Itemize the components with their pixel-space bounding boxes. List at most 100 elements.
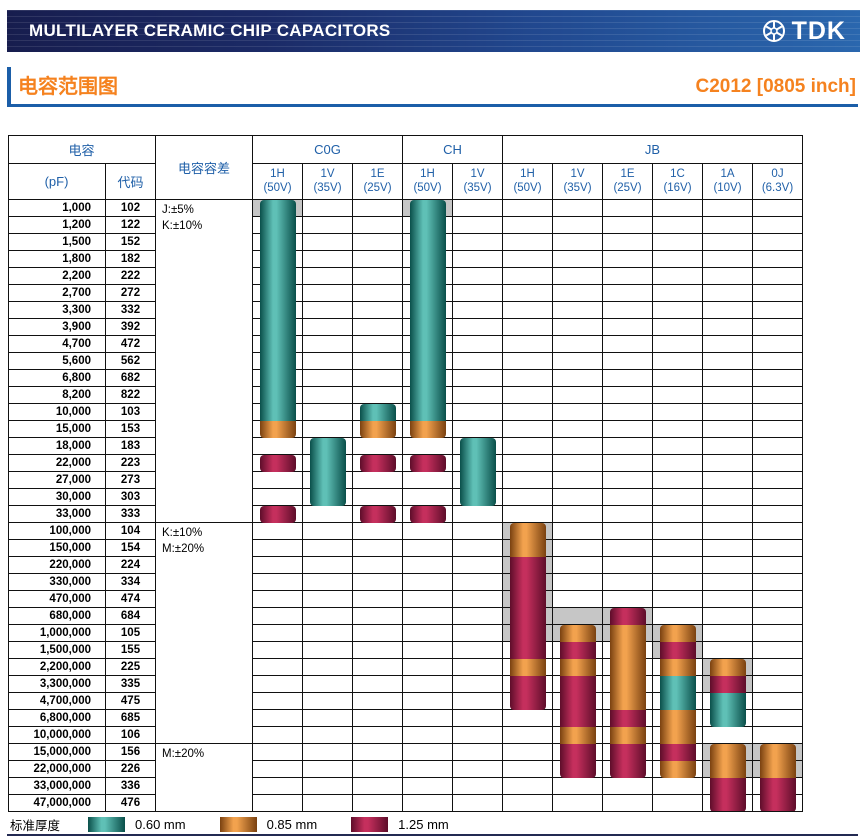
row-code: 102 bbox=[106, 200, 156, 217]
row-pf: 10,000 bbox=[8, 404, 106, 421]
bar-segment-0.60mm bbox=[260, 200, 296, 421]
capacitance-range-chart: 电容 (pF) 代码 电容容差 C0G CH JB 1H (50V) 1V (35V) 1E (25V)… bbox=[8, 135, 803, 812]
legend-item: 0.60 mm bbox=[88, 816, 186, 832]
row-code: 334 bbox=[106, 574, 156, 591]
row-code: 562 bbox=[106, 353, 156, 370]
row-code: 475 bbox=[106, 693, 156, 710]
page-title: MULTILAYER CERAMIC CHIP CAPACITORS bbox=[29, 21, 391, 40]
bar-segment-0.85mm bbox=[360, 421, 396, 438]
range-bar bbox=[760, 744, 796, 812]
row-code: 104 bbox=[106, 523, 156, 540]
bar-segment-1.25mm bbox=[610, 710, 646, 727]
range-bar bbox=[410, 506, 446, 523]
bar-segment-1.25mm bbox=[560, 642, 596, 659]
bar-segment-0.85mm bbox=[260, 421, 296, 438]
bar-segment-1.25mm bbox=[660, 744, 696, 761]
row-pf: 22,000,000 bbox=[8, 761, 106, 778]
row-code: 335 bbox=[106, 676, 156, 693]
range-bar bbox=[460, 438, 496, 506]
row-code: 103 bbox=[106, 404, 156, 421]
row-pf: 6,800,000 bbox=[8, 710, 106, 727]
header-col-JB-1V: 1V (35V) bbox=[553, 164, 603, 200]
bar-segment-0.85mm bbox=[660, 710, 696, 744]
row-code: 156 bbox=[106, 744, 156, 761]
row-code: 106 bbox=[106, 727, 156, 744]
row-pf: 1,500,000 bbox=[8, 642, 106, 659]
row-pf: 470,000 bbox=[8, 591, 106, 608]
legend-item-label: 0.60 mm bbox=[135, 816, 186, 832]
bar-segment-0.85mm bbox=[710, 659, 746, 676]
row-code: 222 bbox=[106, 268, 156, 285]
row-pf: 2,200 bbox=[8, 268, 106, 285]
bar-segment-1.25mm bbox=[560, 744, 596, 778]
range-bar bbox=[360, 455, 396, 472]
bar-segment-1.25mm bbox=[410, 506, 446, 523]
row-pf: 1,000 bbox=[8, 200, 106, 217]
header-pf-unit: (pF) bbox=[8, 164, 106, 200]
bar-segment-1.25mm bbox=[410, 455, 446, 472]
bar-segment-0.60mm bbox=[460, 438, 496, 506]
row-pf: 2,200,000 bbox=[8, 659, 106, 676]
row-code: 333 bbox=[106, 506, 156, 523]
bar-segment-1.25mm bbox=[510, 557, 546, 659]
legend-title: 标准厚度 bbox=[10, 818, 61, 833]
bar-segment-1.25mm bbox=[760, 778, 796, 812]
app-header: MULTILAYER CERAMIC CHIP CAPACITORS TDK bbox=[7, 10, 860, 52]
row-code: 224 bbox=[106, 557, 156, 574]
row-pf: 18,000 bbox=[8, 438, 106, 455]
row-code: 685 bbox=[106, 710, 156, 727]
row-code: 183 bbox=[106, 438, 156, 455]
tolerance-section-2: K:±10% M:±20% bbox=[156, 523, 253, 744]
thickness-legend: 标准厚度 0.60 mm 0.85 mm 1.25 mm bbox=[10, 814, 483, 834]
range-bar bbox=[710, 659, 746, 727]
bar-segment-0.85mm bbox=[660, 659, 696, 676]
row-code: 155 bbox=[106, 642, 156, 659]
bar-segment-0.85mm bbox=[510, 523, 546, 557]
row-code: 105 bbox=[106, 625, 156, 642]
row-code: 474 bbox=[106, 591, 156, 608]
legend-item: 1.25 mm bbox=[351, 816, 449, 832]
header-col-C0G-1H: 1H (50V) bbox=[253, 164, 303, 200]
row-pf: 1,800 bbox=[8, 251, 106, 268]
bar-segment-1.25mm bbox=[710, 676, 746, 693]
row-code: 336 bbox=[106, 778, 156, 795]
row-pf: 680,000 bbox=[8, 608, 106, 625]
row-pf: 6,800 bbox=[8, 370, 106, 387]
tdk-logo-mark bbox=[762, 20, 785, 42]
range-bar bbox=[710, 744, 746, 812]
row-pf: 15,000 bbox=[8, 421, 106, 438]
row-code: 332 bbox=[106, 302, 156, 319]
row-pf: 33,000 bbox=[8, 506, 106, 523]
range-bar bbox=[560, 625, 596, 778]
row-code: 226 bbox=[106, 761, 156, 778]
bar-segment-0.85mm bbox=[760, 744, 796, 778]
row-code: 154 bbox=[106, 540, 156, 557]
range-bar bbox=[360, 506, 396, 523]
bar-segment-0.60mm bbox=[310, 438, 346, 506]
row-pf: 8,200 bbox=[8, 387, 106, 404]
row-pf: 3,300 bbox=[8, 302, 106, 319]
row-code: 272 bbox=[106, 285, 156, 302]
tolerance-section-3: M:±20% bbox=[156, 744, 253, 812]
row-pf: 3,300,000 bbox=[8, 676, 106, 693]
row-pf: 33,000,000 bbox=[8, 778, 106, 795]
row-pf: 4,700,000 bbox=[8, 693, 106, 710]
legend-item: 0.85 mm bbox=[219, 816, 317, 832]
row-pf: 15,000,000 bbox=[8, 744, 106, 761]
header-col-JB-1A: 1A (10V) bbox=[703, 164, 753, 200]
row-pf: 330,000 bbox=[8, 574, 106, 591]
tdk-logo-text: TDK bbox=[791, 16, 846, 45]
header-col-JB-1E: 1E (25V) bbox=[603, 164, 653, 200]
bar-segment-0.85mm bbox=[610, 727, 646, 744]
bar-segment-1.25mm bbox=[260, 506, 296, 523]
legend-swatch-0.60mm bbox=[88, 816, 126, 832]
tolerance-section-1: J:±5% K:±10% bbox=[156, 200, 253, 523]
bar-segment-1.25mm bbox=[610, 744, 646, 778]
row-pf: 1,000,000 bbox=[8, 625, 106, 642]
bar-segment-0.85mm bbox=[660, 761, 696, 778]
range-bar bbox=[310, 438, 346, 506]
range-bar bbox=[260, 200, 296, 438]
bar-segment-1.25mm bbox=[610, 608, 646, 625]
legend-swatch-0.85mm bbox=[219, 816, 257, 832]
header-group-JB: JB bbox=[503, 135, 803, 164]
